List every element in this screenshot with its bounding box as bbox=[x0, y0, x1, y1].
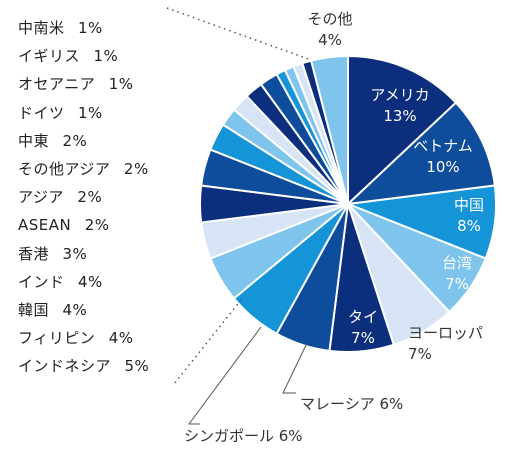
slice-label: タイ 7% bbox=[348, 308, 378, 347]
share-list-item: 中南米 1% bbox=[18, 14, 149, 42]
slice-label: シンガポール 6% bbox=[184, 427, 303, 445]
share-label: 香港 bbox=[18, 244, 50, 263]
slice-label: その他 4% bbox=[307, 10, 352, 49]
share-list-item: フィリピン 4% bbox=[18, 324, 149, 352]
share-label: 韓国 bbox=[18, 300, 50, 319]
dotted-connector bbox=[166, 7, 312, 61]
share-percent: 2% bbox=[84, 216, 110, 235]
share-list-item: ASEAN 2% bbox=[18, 211, 149, 239]
share-label: イギリス bbox=[18, 47, 81, 66]
share-label: インド bbox=[18, 272, 65, 291]
share-label: 中東 bbox=[18, 131, 50, 150]
share-list-item: ドイツ 1% bbox=[18, 99, 149, 127]
share-percent: 5% bbox=[124, 357, 150, 376]
share-label: オセアニア bbox=[18, 75, 96, 94]
dotted-connector bbox=[173, 299, 242, 385]
share-list-item: インドネシア 5% bbox=[18, 352, 149, 380]
share-label: 中南米 bbox=[18, 19, 65, 37]
slice-label: ベトナム 10% bbox=[413, 137, 473, 176]
slice-label: アメリカ 13% bbox=[370, 86, 429, 125]
share-list-item: アジア 2% bbox=[18, 183, 149, 211]
share-label: ドイツ bbox=[18, 103, 65, 122]
share-percent: 1% bbox=[108, 75, 134, 94]
share-list-item: 韓国 4% bbox=[18, 296, 149, 324]
pie-slice bbox=[309, 54, 349, 205]
share-percent: 4% bbox=[62, 300, 88, 319]
share-list-item: 中東 2% bbox=[18, 127, 149, 155]
small-share-list: 中南米 1% イギリス 1% オセアニア 1% ドイツ 1% 中東 2% その他アジア 2% アジア 2%… bbox=[18, 14, 149, 380]
share-percent: 3% bbox=[62, 244, 88, 263]
share-label: インドネシア bbox=[18, 357, 112, 376]
share-list-item: 香港 3% bbox=[18, 240, 149, 268]
leader-line bbox=[188, 326, 262, 425]
share-percent: 1% bbox=[78, 19, 103, 37]
pie-slice bbox=[347, 54, 458, 207]
share-percent: 4% bbox=[78, 272, 103, 291]
slice-label: マレーシア 6% bbox=[300, 395, 403, 413]
share-percent: 2% bbox=[62, 131, 88, 150]
share-label: アジア bbox=[18, 188, 64, 207]
share-percent: 1% bbox=[93, 47, 119, 66]
slice-label: ヨーロッパ 7% bbox=[408, 324, 483, 363]
share-list-item: オセアニア 1% bbox=[18, 70, 149, 98]
pie-slice bbox=[345, 101, 496, 206]
share-label: その他アジア bbox=[18, 159, 111, 178]
slices bbox=[199, 54, 497, 353]
slice-label: 中国 8% bbox=[454, 196, 484, 235]
share-label: ASEAN bbox=[18, 216, 72, 235]
share-list-item: インド 4% bbox=[18, 268, 149, 296]
share-label: フィリピン bbox=[18, 329, 96, 348]
share-list-item: イギリス 1% bbox=[18, 42, 149, 70]
share-percent: 2% bbox=[77, 188, 103, 207]
share-percent: 2% bbox=[123, 159, 149, 178]
share-list-item: その他アジア 2% bbox=[18, 155, 149, 183]
leader-line bbox=[282, 342, 308, 394]
slice-label: 台湾 7% bbox=[442, 254, 472, 293]
share-percent: 4% bbox=[108, 329, 134, 348]
share-percent: 1% bbox=[78, 103, 103, 122]
